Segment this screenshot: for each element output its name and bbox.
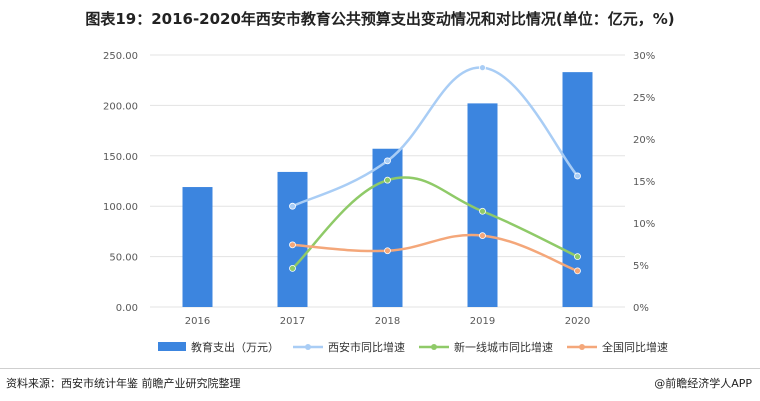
series-point bbox=[384, 247, 391, 255]
x-tick-label: 2020 bbox=[565, 316, 590, 327]
y-tick-label: 150.00 bbox=[103, 152, 138, 163]
y2-tick-label: 0% bbox=[633, 303, 649, 314]
y2-tick-label: 10% bbox=[633, 219, 655, 230]
legend-marker bbox=[579, 344, 585, 350]
x-tick-label: 2016 bbox=[185, 316, 210, 327]
series-point bbox=[289, 241, 296, 249]
legend-label: 教育支出（万元） bbox=[191, 340, 279, 354]
y-axis-left: 0.00 50.00 100.00 150.00 200.00 250.00 bbox=[103, 51, 138, 314]
y2-tick-label: 20% bbox=[633, 135, 655, 146]
series-point bbox=[384, 157, 391, 165]
y2-tick-label: 15% bbox=[633, 177, 655, 188]
legend-swatch bbox=[158, 342, 186, 351]
y2-tick-label: 30% bbox=[633, 51, 655, 62]
credit-note: @前瞻经济学人APP bbox=[654, 377, 752, 390]
bar bbox=[467, 103, 498, 307]
series-point bbox=[289, 264, 296, 272]
footer-divider bbox=[0, 368, 760, 369]
series-point bbox=[574, 267, 581, 275]
y-tick-label: 50.00 bbox=[109, 253, 138, 264]
series-point bbox=[574, 172, 581, 180]
bar bbox=[277, 171, 308, 307]
legend-label: 全国同比增速 bbox=[602, 340, 668, 354]
y-tick-label: 250.00 bbox=[103, 51, 138, 62]
source-note: 资料来源：西安市统计年鉴 前瞻产业研究院整理 bbox=[6, 377, 241, 390]
y-axis-right: 0% 5% 10% 15% 20% 25% 30% bbox=[633, 51, 655, 314]
y2-tick-label: 5% bbox=[633, 261, 649, 272]
series-point bbox=[574, 253, 581, 261]
series-point bbox=[479, 64, 486, 71]
series-line bbox=[291, 66, 579, 208]
bar-series bbox=[182, 72, 593, 307]
legend-label: 新一线城市同比增速 bbox=[454, 340, 553, 354]
line-series bbox=[289, 64, 581, 275]
legend-marker bbox=[431, 344, 437, 350]
x-axis: 2016 2017 2018 2019 2020 bbox=[185, 316, 590, 327]
series-point bbox=[384, 176, 391, 184]
series-point bbox=[479, 207, 486, 215]
legend-marker bbox=[305, 344, 311, 350]
y-tick-label: 200.00 bbox=[103, 101, 138, 112]
series-point bbox=[479, 232, 486, 240]
legend-label: 西安市同比增速 bbox=[328, 340, 405, 354]
y2-tick-label: 25% bbox=[633, 93, 655, 104]
y-tick-label: 0.00 bbox=[116, 303, 138, 314]
y-tick-label: 100.00 bbox=[103, 202, 138, 213]
legend: 教育支出（万元） 西安市同比增速 新一线城市同比增速 全国同比增速 bbox=[158, 340, 668, 354]
chart: 0.00 50.00 100.00 150.00 200.00 250.00 0% 5% 10… bbox=[103, 51, 668, 354]
series-point bbox=[289, 202, 296, 210]
x-tick-label: 2018 bbox=[375, 316, 400, 327]
x-tick-label: 2019 bbox=[470, 316, 495, 327]
series-line bbox=[291, 176, 579, 270]
chart-title: 图表19：2016-2020年西安市教育公共预算支出变动情况和对比情况(单位：亿… bbox=[85, 10, 675, 28]
bar bbox=[372, 148, 403, 307]
bar bbox=[182, 187, 213, 307]
series-line bbox=[292, 233, 578, 273]
x-tick-label: 2017 bbox=[280, 316, 305, 327]
